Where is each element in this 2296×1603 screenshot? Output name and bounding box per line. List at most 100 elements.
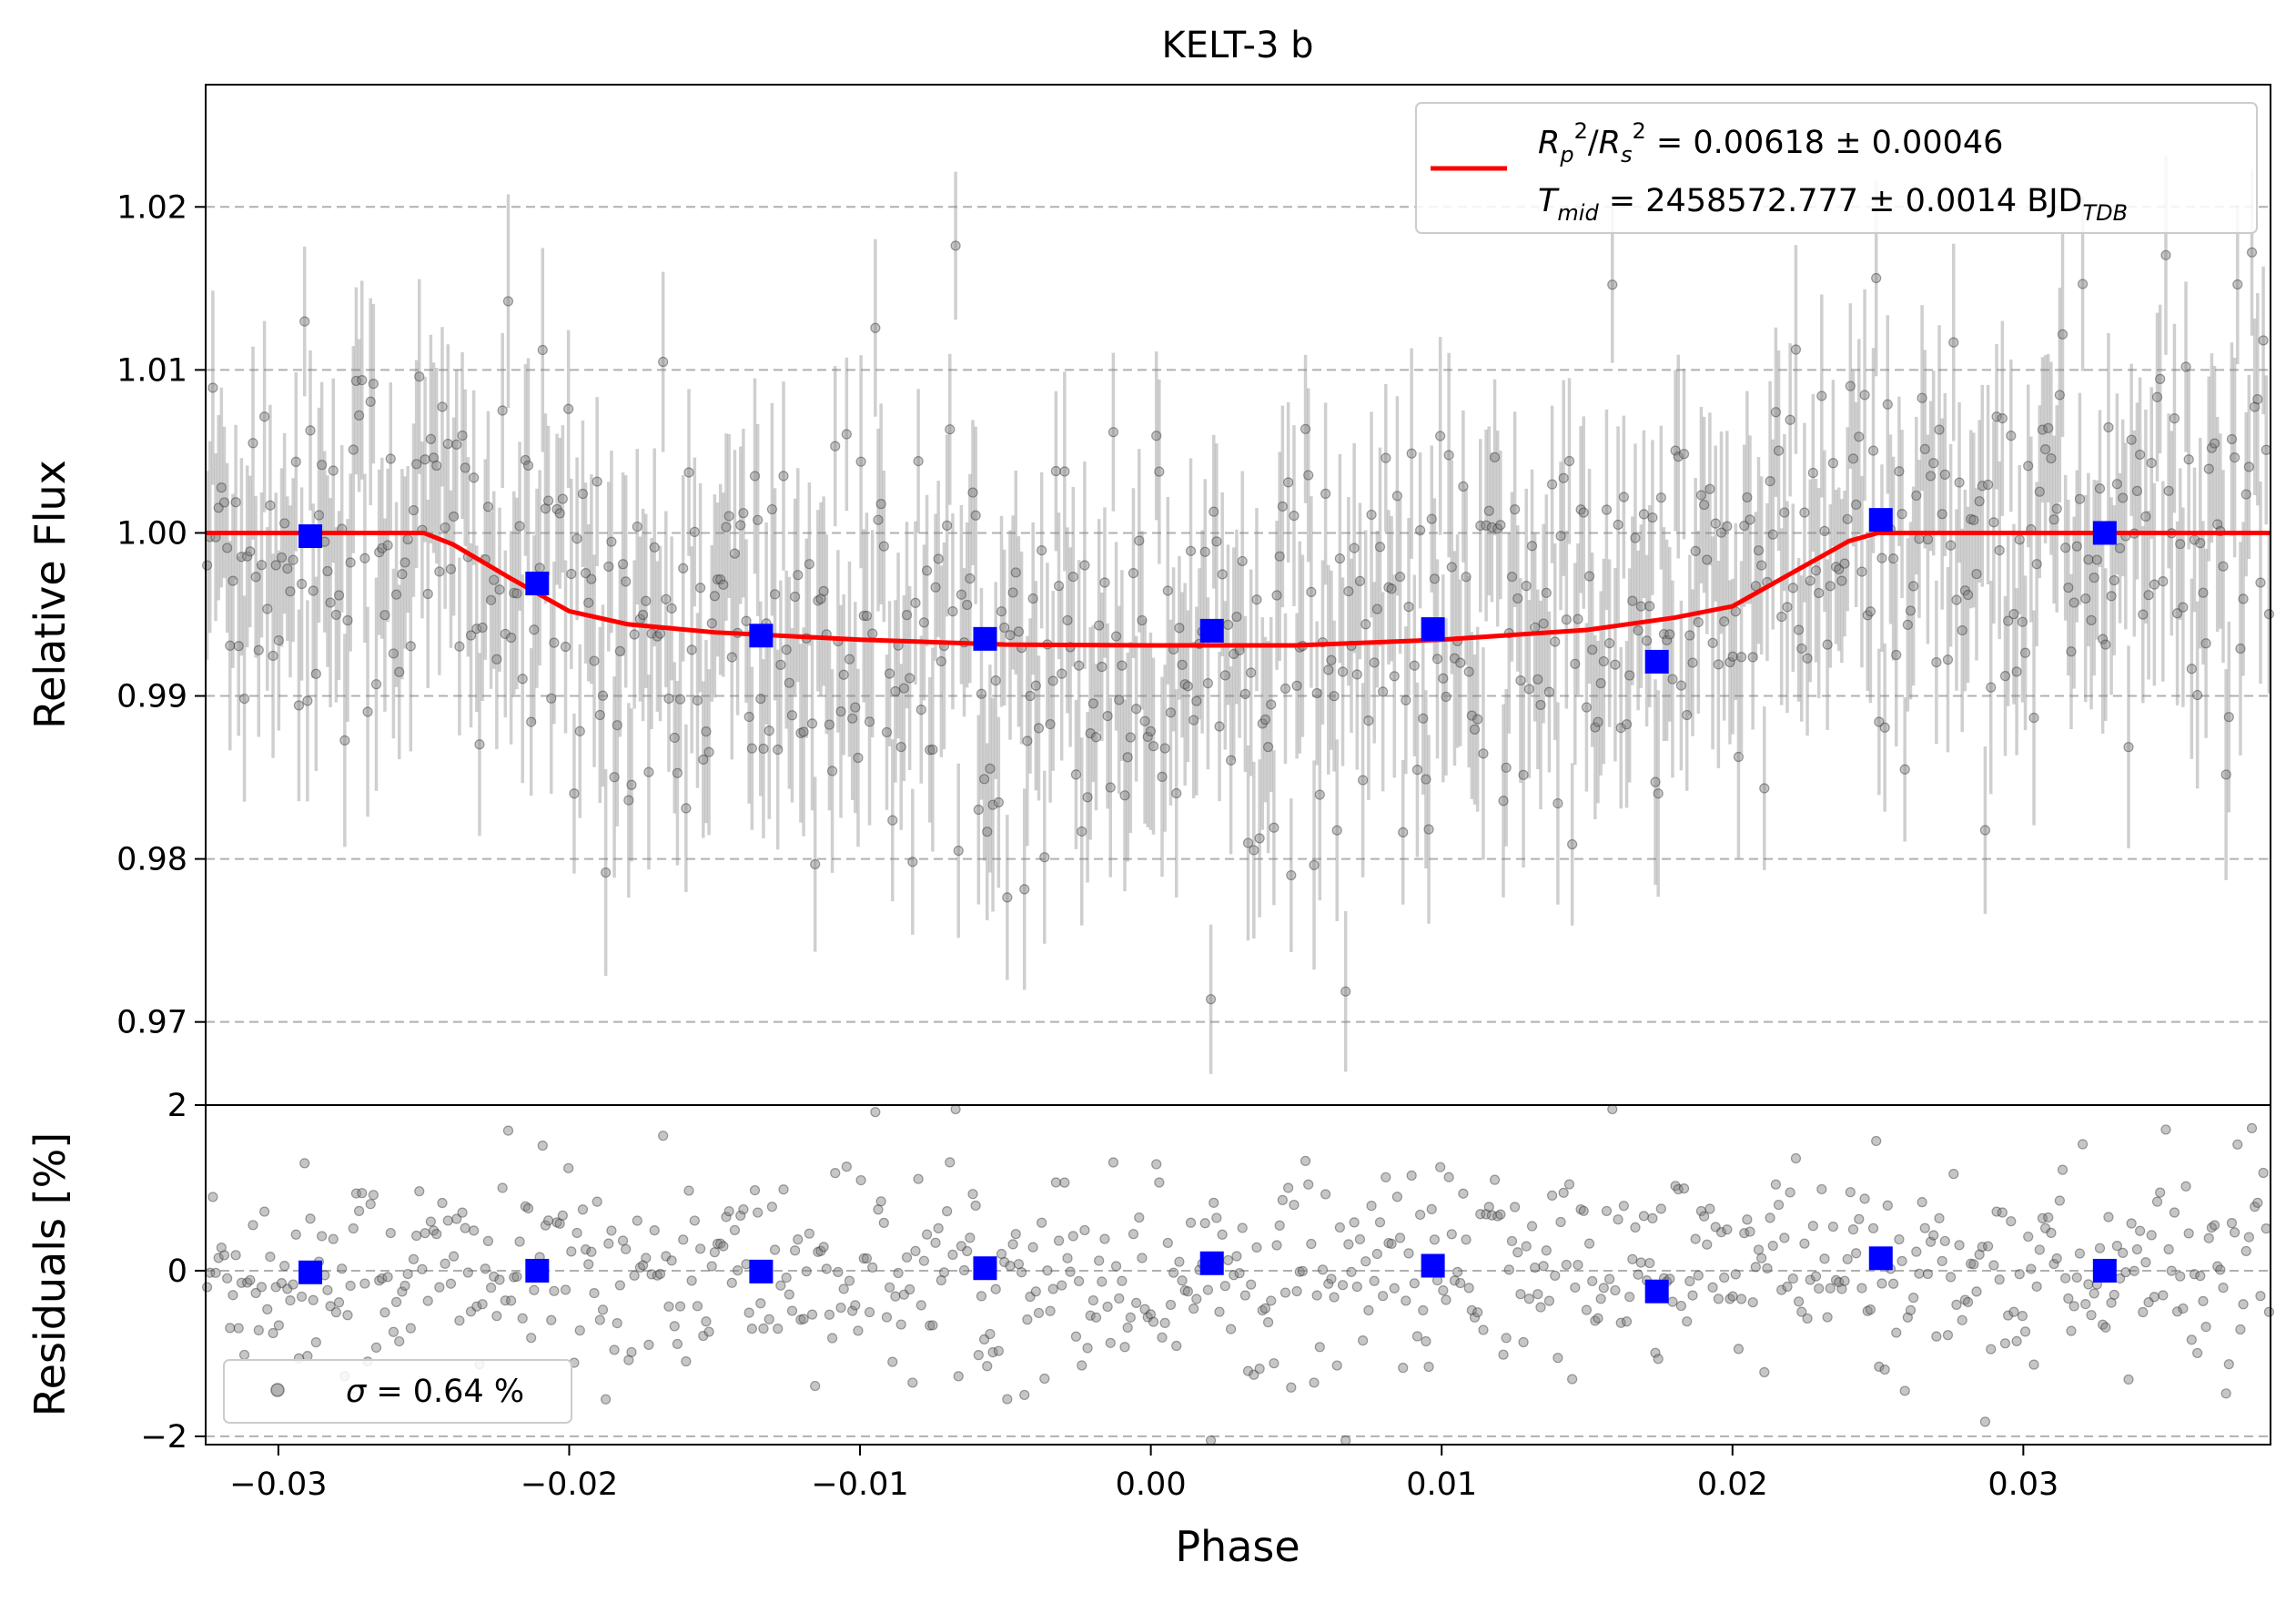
raw-point xyxy=(218,497,230,508)
residual-point xyxy=(1905,1304,1917,1315)
raw-point xyxy=(703,746,714,757)
residual-point xyxy=(230,1250,241,1261)
residual-point xyxy=(1842,1253,1853,1264)
residual-point xyxy=(222,1273,233,1283)
residual-point xyxy=(1239,1290,1250,1301)
raw-point xyxy=(1919,443,1930,454)
raw-point xyxy=(755,694,766,705)
raw-point xyxy=(1105,782,1116,793)
raw-point xyxy=(786,710,798,721)
raw-point xyxy=(1323,665,1334,675)
raw-point xyxy=(1715,527,1727,538)
raw-point xyxy=(1489,451,1501,462)
raw-point xyxy=(1446,562,1457,573)
residual-point xyxy=(1687,1290,1698,1301)
raw-point xyxy=(1090,732,1102,743)
raw-point xyxy=(1398,827,1409,837)
residual-point xyxy=(623,1354,634,1365)
raw-point xyxy=(1999,671,2011,682)
residual-point xyxy=(985,1328,996,1340)
residual-point xyxy=(861,1253,872,1264)
raw-point xyxy=(1790,344,1802,355)
binned-point xyxy=(973,626,997,651)
raw-point xyxy=(2086,614,2097,625)
residual-point xyxy=(2111,1241,2123,1252)
raw-point xyxy=(1805,575,1816,586)
raw-point xyxy=(965,573,976,584)
raw-point xyxy=(1429,573,1440,584)
residual-point xyxy=(749,1184,761,1196)
residual-point xyxy=(1199,1218,1210,1229)
bottom-y-tick-label: 0 xyxy=(167,1253,187,1290)
residual-point xyxy=(1005,1261,1016,1272)
raw-point xyxy=(1349,543,1360,553)
residual-point xyxy=(290,1229,301,1240)
residual-point xyxy=(509,1272,520,1283)
raw-point xyxy=(1573,614,1583,624)
residual-point xyxy=(1168,1267,1179,1278)
residual-point xyxy=(1745,1226,1755,1237)
legend-residual-swatch xyxy=(270,1383,285,1397)
residual-point xyxy=(2106,1297,2117,1308)
raw-point xyxy=(1530,622,1541,633)
residual-point xyxy=(2246,1122,2258,1134)
raw-point xyxy=(2232,279,2243,290)
residual-point xyxy=(1555,1216,1566,1228)
raw-point xyxy=(1303,470,1314,481)
raw-point xyxy=(1954,477,1965,488)
residual-point xyxy=(933,1223,944,1233)
raw-point xyxy=(1563,455,1575,467)
residual-point xyxy=(1185,1217,1197,1228)
raw-point xyxy=(715,573,726,585)
raw-point xyxy=(1787,583,1798,594)
raw-point xyxy=(913,456,924,467)
raw-point xyxy=(706,618,717,629)
residual-point xyxy=(2094,1243,2106,1253)
raw-point xyxy=(1959,585,1970,596)
residual-point xyxy=(609,1344,620,1355)
residual-point xyxy=(1050,1177,1061,1188)
residual-point xyxy=(288,1279,298,1290)
residual-point xyxy=(285,1294,296,1306)
raw-point xyxy=(1951,594,1962,605)
residual-point xyxy=(385,1227,396,1239)
residual-point xyxy=(1779,1233,1790,1243)
residual-point xyxy=(1022,1314,1033,1325)
residual-point xyxy=(999,1256,1010,1268)
residual-point xyxy=(359,1278,370,1289)
raw-point xyxy=(2180,361,2191,372)
raw-point xyxy=(1641,635,1653,646)
residual-point xyxy=(1948,1169,1959,1180)
raw-point xyxy=(603,561,614,573)
raw-point xyxy=(773,744,784,756)
residual-point xyxy=(1515,1289,1526,1300)
raw-point xyxy=(1162,585,1173,596)
raw-point xyxy=(681,803,692,814)
residual-point xyxy=(1859,1193,1870,1204)
residual-point xyxy=(1854,1213,1865,1224)
x-tick-label: −0.02 xyxy=(521,1466,618,1503)
raw-point xyxy=(1882,399,1893,410)
raw-point xyxy=(534,563,545,573)
residual-point xyxy=(529,1284,540,1295)
raw-point xyxy=(878,541,889,552)
raw-point xyxy=(1472,714,1483,725)
raw-point xyxy=(1988,517,1999,528)
raw-point xyxy=(686,644,697,655)
residual-point xyxy=(681,1356,692,1367)
residual-point xyxy=(1836,1283,1847,1294)
raw-point xyxy=(385,453,396,464)
raw-point xyxy=(1423,824,1434,835)
raw-point xyxy=(758,743,769,755)
raw-point xyxy=(546,693,557,704)
raw-point xyxy=(1461,572,1472,583)
residual-point xyxy=(2040,1223,2051,1233)
residual-point xyxy=(522,1202,534,1214)
residual-point xyxy=(1360,1256,1371,1267)
residual-point xyxy=(1257,1304,1268,1316)
residual-point xyxy=(1767,1240,1778,1252)
residual-point xyxy=(1070,1331,1082,1342)
residual-point xyxy=(1644,1257,1655,1269)
raw-point xyxy=(245,546,256,557)
raw-point xyxy=(1707,637,1718,648)
